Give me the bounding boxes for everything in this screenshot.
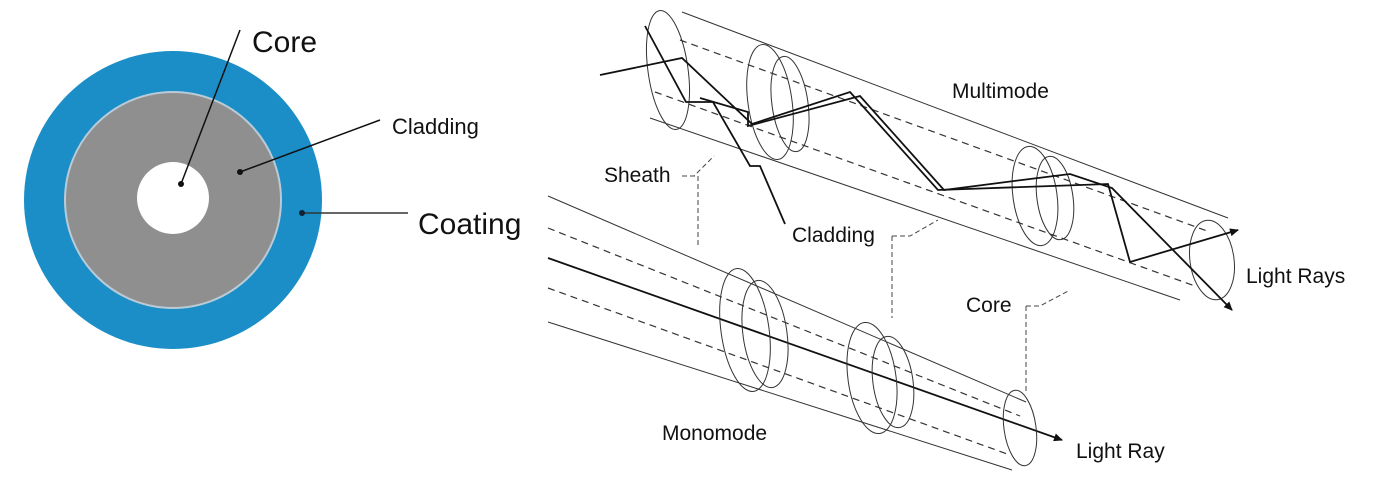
multimode-end-face <box>1189 219 1235 301</box>
light-rays-label: Light Rays <box>1246 265 1345 288</box>
core-label: Core <box>252 26 317 59</box>
multimode-cladding-ring-2 <box>1011 145 1059 247</box>
sheath-label: Sheath <box>604 164 671 187</box>
cladding-label: Cladding <box>392 114 479 139</box>
core-leader-line <box>180 29 241 185</box>
cladding-leader-dot <box>237 169 243 175</box>
multimode-ray-steep <box>644 25 786 225</box>
fiber-3d-labels: Multimode Sheath Cladding Core Light Ray… <box>604 80 1345 463</box>
monomode-label: Monomode <box>662 422 767 445</box>
coating-label: Coating <box>418 208 521 241</box>
monomode-cladding-ring <box>846 321 898 435</box>
multimode-ray-1 <box>599 57 1239 264</box>
core-area <box>137 162 209 234</box>
core-leader-dot <box>178 181 184 187</box>
monomode-fiber <box>547 195 1063 471</box>
leader-lines <box>682 155 1071 392</box>
monomode-light-ray <box>547 257 1063 442</box>
light-ray-label: Light Ray <box>1076 440 1165 463</box>
cross-section-diagram: Core Cladding Coating <box>24 26 521 349</box>
core-label-3d: Core <box>966 294 1012 317</box>
monomode-end-face <box>1002 389 1038 467</box>
multimode-ray-2 <box>699 94 1233 311</box>
multimode-sheath-ring <box>646 10 690 130</box>
monomode-sheath-ring <box>719 268 771 392</box>
multimode-fiber <box>599 10 1239 311</box>
multimode-cladding-ring-1 <box>746 43 794 161</box>
cladding-label-3d: Cladding <box>792 224 875 247</box>
cladding-leader-line <box>239 119 381 173</box>
coating-leader-dot <box>299 210 305 216</box>
multimode-label: Multimode <box>952 80 1049 103</box>
